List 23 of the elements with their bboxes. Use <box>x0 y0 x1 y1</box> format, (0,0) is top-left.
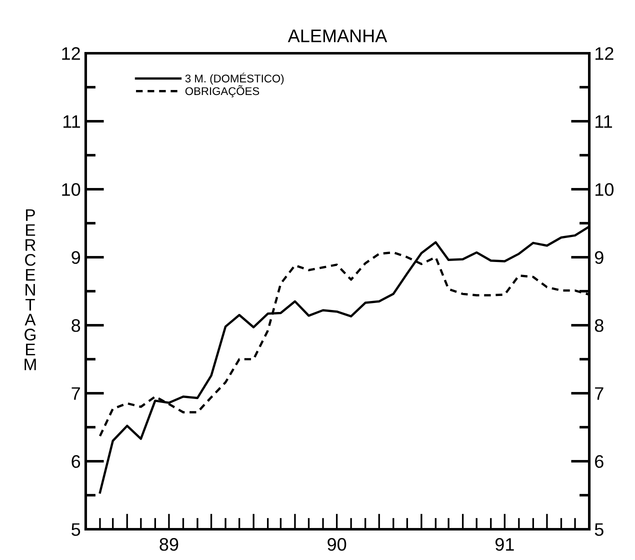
chart-title: ALEMANHA <box>288 30 388 42</box>
x-tick-label: 91 <box>495 538 514 551</box>
y-tick-label: 11 <box>63 115 80 128</box>
y-tick-label: 12 <box>62 47 80 60</box>
y-tick-label: 5 <box>72 523 80 536</box>
y2-tick-label: 5 <box>594 523 604 536</box>
y2-tick-label: 12 <box>596 47 614 60</box>
y-tick-label: 10 <box>62 183 80 196</box>
y2-tick-label: 9 <box>594 251 604 264</box>
y-tick-label: 8 <box>72 319 80 332</box>
x-tick-label: 90 <box>328 538 346 551</box>
y-tick-label: 6 <box>72 455 80 468</box>
text: PERCENTAGEM <box>24 209 36 370</box>
y-tick-label: 9 <box>72 251 80 264</box>
y2-tick-label: 6 <box>595 455 604 468</box>
x-tick-label: 89 <box>160 538 178 551</box>
y-tick-label: 7 <box>72 387 80 400</box>
legend-label: OBRIGAÇÕES <box>185 85 260 98</box>
y2-tick-label: 7 <box>595 387 604 400</box>
legend-label: 3 M. (DOMÉSTICO) <box>185 72 284 85</box>
y2-tick-label: 10 <box>596 183 614 196</box>
y2-tick-label: 11 <box>596 115 612 128</box>
y2-tick-label: 8 <box>594 319 604 332</box>
